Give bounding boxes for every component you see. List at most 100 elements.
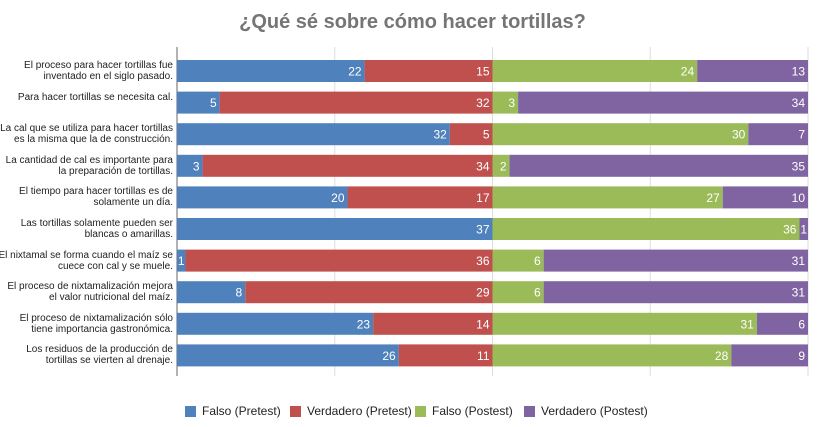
legend-item[interactable]: Verdadero (Pretest) <box>290 404 412 418</box>
bar-segment <box>449 123 493 146</box>
legend-swatch <box>290 405 301 417</box>
data-label: 22 <box>348 65 362 79</box>
bar-segment <box>492 123 749 146</box>
data-label: 14 <box>476 317 490 331</box>
bar-segment <box>492 281 544 304</box>
data-label: 23 <box>357 317 371 331</box>
data-label: 31 <box>740 317 754 331</box>
data-label: 3 <box>193 159 200 173</box>
bar-segment <box>177 123 450 146</box>
bar-segment <box>492 218 800 240</box>
chart-title: ¿Qué sé sobre cómo hacer tortillas? <box>239 11 586 33</box>
bar-segment <box>347 186 493 209</box>
bar-segment <box>177 60 365 82</box>
data-label: 3 <box>508 96 515 110</box>
bar-segment <box>364 60 493 82</box>
data-label: 8 <box>236 286 243 300</box>
data-label: 2 <box>500 159 507 173</box>
bar-segment <box>177 218 493 240</box>
bar-segment <box>492 344 732 367</box>
data-label: 27 <box>706 191 720 205</box>
data-label: 1 <box>800 223 807 237</box>
data-label: 36 <box>783 223 797 237</box>
legend-label: Verdadero (Postest) <box>541 404 648 418</box>
data-label: 20 <box>331 191 345 205</box>
bar-segment <box>722 186 808 209</box>
bar-segment <box>518 91 808 114</box>
data-label: 31 <box>792 286 806 300</box>
bar-segment <box>177 249 186 272</box>
data-label: 34 <box>792 96 806 110</box>
bar-segment <box>177 154 203 177</box>
data-label: 32 <box>476 96 490 110</box>
bar-segment <box>799 218 808 240</box>
data-label: 24 <box>681 65 695 79</box>
bar-segment <box>509 154 808 177</box>
data-label: 1 <box>178 254 185 268</box>
category-label: El nixtamal se forma cuando el maíz se c… <box>0 249 173 272</box>
legend-item[interactable]: Falso (Postest) <box>415 404 513 418</box>
category-label: El proceso de nixtamalización sólo tiene… <box>19 312 173 335</box>
category-label: Para hacer tortillas se necesita cal. <box>17 91 173 103</box>
bar-segment <box>756 312 808 335</box>
bar-segment <box>177 186 348 209</box>
legend-label: Falso (Postest) <box>432 404 513 418</box>
legend-swatch <box>415 405 426 417</box>
category-label: El proceso para hacer tortillas fue inve… <box>24 60 173 82</box>
bar-segment <box>177 312 374 335</box>
bar-segment <box>748 123 808 146</box>
data-label: 35 <box>792 159 806 173</box>
legend-swatch <box>524 405 535 417</box>
bar-segment <box>492 249 544 272</box>
category-label: Los residuos de la producción de tortill… <box>26 344 173 367</box>
bar-segment <box>219 91 493 114</box>
data-label: 28 <box>715 349 729 363</box>
bar-segment <box>492 186 723 209</box>
legend-item[interactable]: Verdadero (Postest) <box>524 404 648 418</box>
bar-segment <box>245 281 493 304</box>
data-label: 32 <box>434 128 448 142</box>
data-label: 5 <box>483 128 490 142</box>
bar-segment <box>543 249 808 272</box>
data-label: 17 <box>476 191 490 205</box>
bar-segment <box>543 281 808 304</box>
bar-segment <box>177 91 220 114</box>
category-label: La cantidad de cal es importante para la… <box>5 154 173 177</box>
data-label: 26 <box>382 349 396 363</box>
data-label: 7 <box>798 128 805 142</box>
bar-segment <box>185 249 493 272</box>
bar-segment <box>492 91 519 114</box>
bar-segment <box>398 344 493 367</box>
bar-segment <box>177 344 399 367</box>
category-label: Las tortillas solamente pueden ser blanc… <box>20 218 173 240</box>
legend-label: Verdadero (Pretest) <box>307 404 412 418</box>
data-label: 6 <box>534 254 541 268</box>
data-label: 5 <box>210 96 217 110</box>
data-label: 13 <box>792 65 806 79</box>
data-label: 11 <box>477 349 490 363</box>
bar-segment <box>202 154 493 177</box>
bar-segment <box>177 281 246 304</box>
data-label: 6 <box>798 317 805 331</box>
data-label: 29 <box>476 286 490 300</box>
bar-segment <box>492 312 757 335</box>
data-label: 30 <box>732 128 746 142</box>
data-label: 6 <box>534 286 541 300</box>
data-label: 15 <box>476 65 490 79</box>
category-label: El proceso de nixtamalización mejora el … <box>7 281 173 304</box>
data-label: 31 <box>792 254 806 268</box>
bar-segment <box>492 60 698 82</box>
bar-segment <box>697 60 808 82</box>
legend-item[interactable]: Falso (Pretest) <box>185 404 281 418</box>
category-label: La cal que se utiliza para hacer tortill… <box>0 123 173 146</box>
data-label: 36 <box>476 254 490 268</box>
data-label: 37 <box>476 223 490 237</box>
bar-segment <box>492 154 510 177</box>
data-label: 10 <box>792 191 806 205</box>
legend-swatch <box>185 405 196 417</box>
bar-segment <box>373 312 493 335</box>
data-label: 9 <box>798 349 805 363</box>
category-label: El tiempo para hacer tortillas es de sol… <box>19 186 173 209</box>
